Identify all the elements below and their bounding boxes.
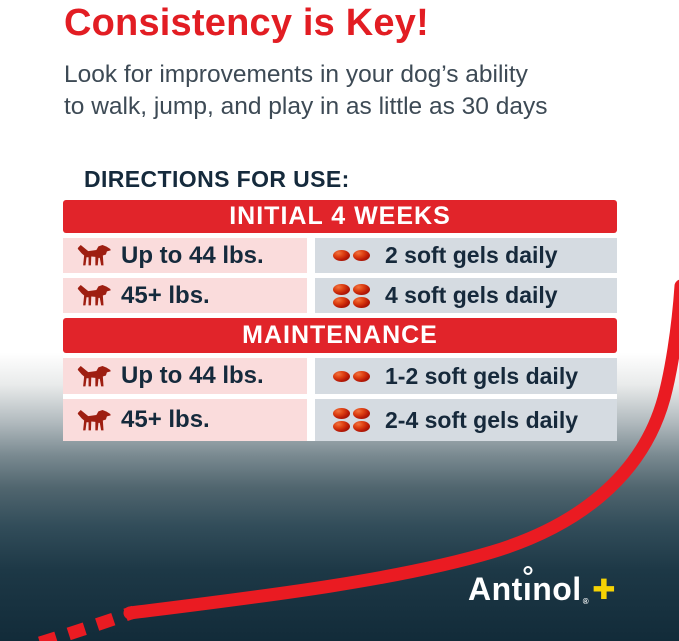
table-row: 2-4 soft gels daily [315, 399, 617, 441]
softgel-icon [353, 296, 370, 308]
registered-mark: ® [582, 597, 590, 606]
table-row: 4 soft gels daily [315, 278, 617, 313]
logo-text-part1: Ant [468, 571, 523, 607]
table-row: Up to 44 lbs. [63, 238, 307, 273]
logo-text-part2: nol [532, 571, 582, 607]
trend-curve-solid-segment [123, 279, 679, 620]
weight-label: 45+ lbs. [121, 281, 210, 309]
section-header-maintenance: MAINTENANCE [63, 318, 617, 353]
table-row: Up to 44 lbs. [63, 358, 307, 394]
dose-label: 2 soft gels daily [385, 242, 558, 268]
softgel-icon [353, 421, 370, 432]
dose-label: 4 soft gels daily [385, 282, 558, 308]
softgel-icon-group [333, 283, 370, 308]
table-row: 45+ lbs. [63, 399, 307, 441]
brand-logo: Ant ı nol ® ✚ [468, 571, 616, 608]
table-row: 45+ lbs. [63, 278, 307, 313]
softgel-icon [353, 250, 370, 261]
softgel-icon [333, 408, 350, 419]
subtitle-line-2: to walk, jump, and play in as little as … [64, 93, 548, 120]
table-row: 1-2 soft gels daily [315, 358, 617, 394]
dose-label: 1-2 soft gels daily [385, 362, 579, 389]
section-header-initial: INITIAL 4 WEEKS [63, 200, 617, 233]
softgel-icon-group [333, 408, 370, 432]
table-row: 2 soft gels daily [315, 238, 617, 273]
softgel-icon [333, 296, 350, 308]
softgel-icon [333, 283, 350, 295]
trend-curve-dashed-segment [38, 605, 137, 641]
directions-heading: DIRECTIONS FOR USE: [84, 166, 350, 192]
softgel-icon [333, 250, 350, 261]
plus-icon: ✚ [592, 573, 617, 606]
softgel-icon-group [333, 250, 370, 261]
softgel-icon [333, 421, 350, 432]
dog-icon [77, 284, 111, 306]
softgel-icon [353, 283, 370, 295]
subtitle: Look for improvements in your dog’s abil… [64, 59, 547, 123]
weight-label: 45+ lbs. [121, 406, 210, 433]
softgel-icon [353, 408, 370, 419]
weight-label: Up to 44 lbs. [121, 362, 264, 389]
softgel-icon-group [333, 370, 370, 382]
softgel-icon [353, 370, 370, 382]
dog-icon [77, 244, 111, 266]
subtitle-line-1: Look for improvements in your dog’s abil… [64, 61, 528, 88]
softgel-icon [333, 370, 350, 382]
dog-icon [77, 409, 111, 430]
headline: Consistency is Key! [64, 2, 429, 44]
weight-label: Up to 44 lbs. [121, 241, 264, 269]
logo-ring-i: ı [522, 571, 533, 607]
dose-label: 2-4 soft gels daily [385, 406, 579, 433]
dosage-table: INITIAL 4 WEEKS Up to 44 lbs. 2 soft gel… [63, 200, 617, 441]
dog-icon [77, 365, 111, 386]
